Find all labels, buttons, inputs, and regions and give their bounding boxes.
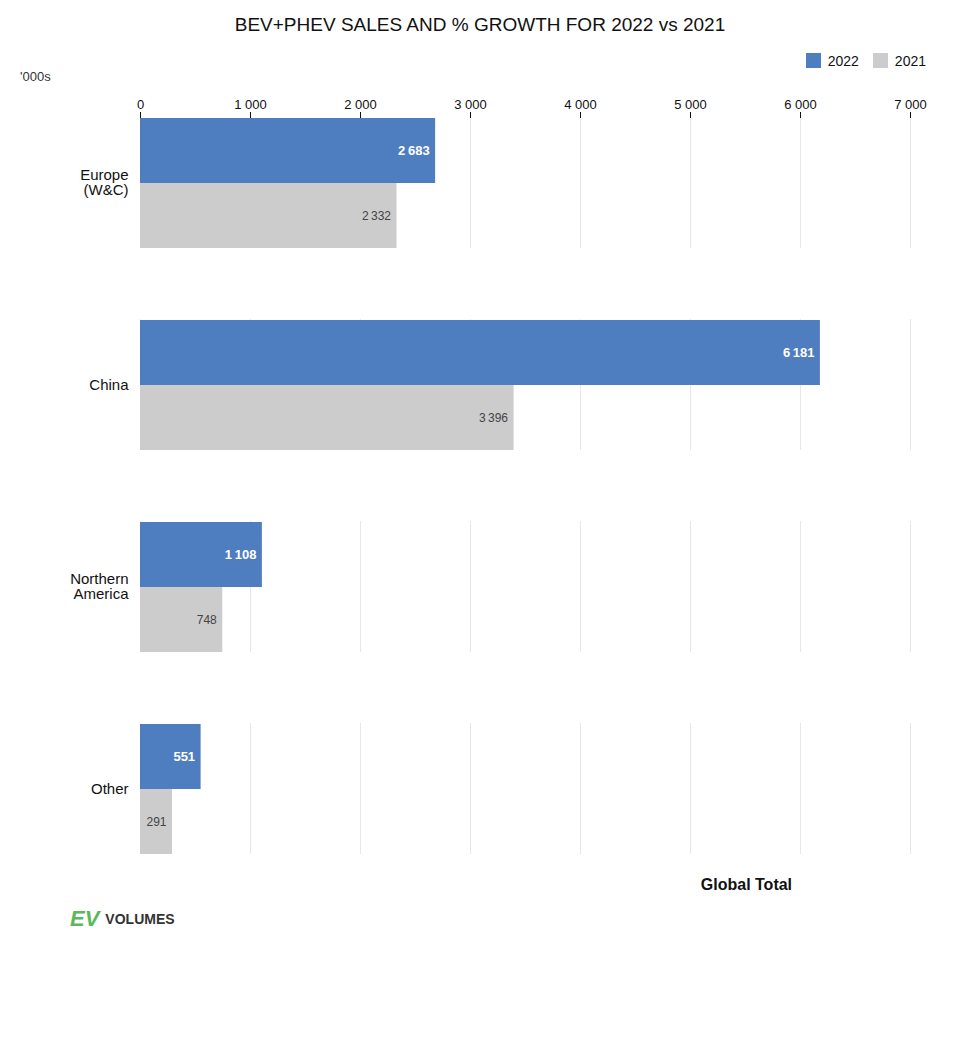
html-text:'000s: '000s (20, 69, 51, 84)
svg-text:4 000: 4 000 (564, 97, 597, 112)
svg-text:7 000: 7 000 (894, 97, 927, 112)
svg-text:NorthernAmerica: NorthernAmerica (70, 570, 129, 602)
svg-text:6 181: 6 181 (783, 345, 815, 360)
svg-text:291: 291 (146, 815, 166, 829)
svg-text:1 000: 1 000 (234, 97, 267, 112)
svg-text:5 000: 5 000 (674, 97, 707, 112)
svg-text:551: 551 (173, 749, 195, 764)
svg-text:2 332: 2 332 (362, 209, 391, 223)
html-text:2022: 2022 (827, 52, 859, 69)
svg-text:0: 0 (137, 97, 144, 112)
svg-text:China: China (89, 376, 129, 393)
svg-text:2 683: 2 683 (398, 143, 430, 158)
svg-text:3 000: 3 000 (454, 97, 487, 112)
svg-text:6 000: 6 000 (784, 97, 817, 112)
html-text:BEV+PHEV SALES AND % GROWTH FO: BEV+PHEV SALES AND % GROWTH FOR 2022 vs … (234, 14, 726, 35)
svg-text:1 108: 1 108 (225, 547, 257, 562)
svg-text:3 396: 3 396 (479, 411, 508, 425)
svg-text:Other: Other (91, 780, 129, 797)
svg-text:Europe(W&C): Europe(W&C) (80, 166, 128, 198)
svg-text:748: 748 (197, 613, 217, 627)
html-text:Global Total: Global Total (700, 876, 793, 893)
svg-text:2 000: 2 000 (344, 97, 377, 112)
html-text:2021: 2021 (894, 52, 926, 69)
html-text:EV VOLUMES: EV VOLUMES (70, 906, 175, 931)
